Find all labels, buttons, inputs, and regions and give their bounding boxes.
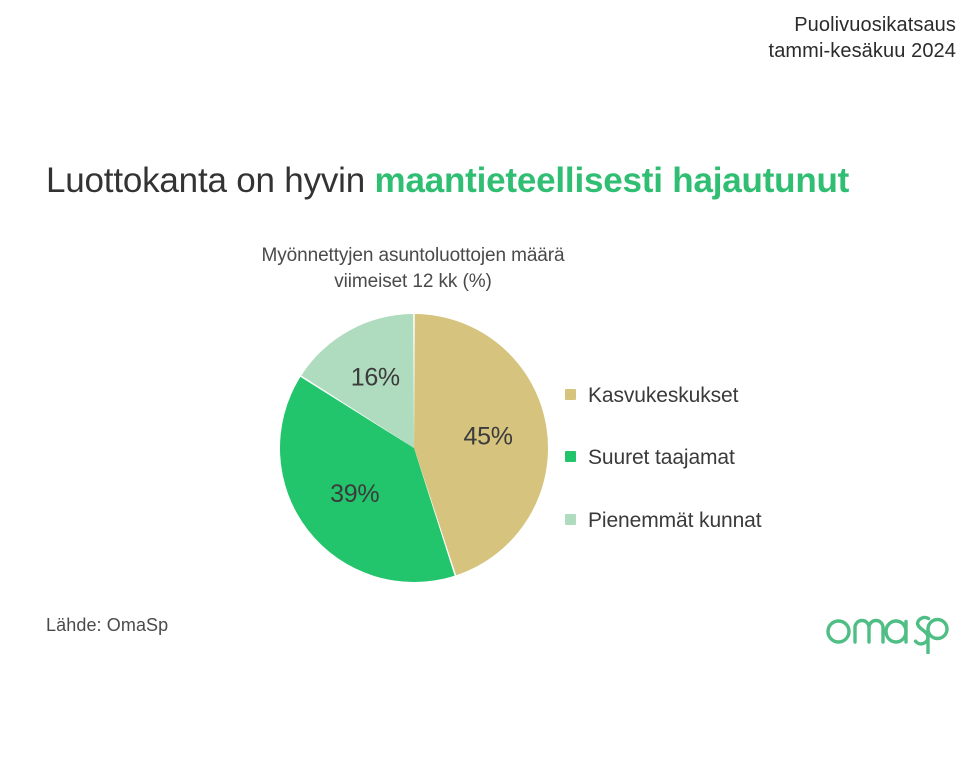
page-title: Luottokanta on hyvin maantieteellisesti … (46, 160, 849, 202)
chart-title-line-2: viimeiset 12 kk (%) (334, 270, 492, 292)
legend-swatch-icon-2 (565, 513, 576, 525)
source-note: Lähde: OmaSp (46, 615, 169, 635)
slide-header: Puolivuosikatsaus tammi-kesäkuu 2024 (769, 12, 956, 64)
pie-slice-2[interactable] (301, 314, 414, 448)
legend-item-suuret-taajamat[interactable]: Suuret taajamat (565, 444, 825, 472)
legend-label-0: Kasvukeskukset (588, 384, 739, 407)
pie-slices (279, 314, 549, 583)
legend-swatch-icon-0 (565, 389, 576, 400)
header-line-2: tammi-kesäkuu 2024 (768, 40, 956, 62)
chart-legend: Kasvukeskukset Suuret taajamat Pienemmät… (565, 382, 825, 535)
chart-container: Myönnettyjen asuntoluottojen määrä viime… (0, 235, 970, 595)
omasp-logo-icon (826, 615, 949, 654)
pie-slice-label-0: 45% (464, 422, 513, 450)
pie-data-labels: 45% 39% 16% (330, 364, 513, 509)
header-line-1: Puolivuosikatsaus (794, 14, 956, 36)
omasp-logo (824, 602, 952, 654)
legend-item-pienemmat-kunnat[interactable]: Pienemmät kunnat (565, 507, 825, 535)
chart-title-line-1: Myönnettyjen asuntoluottojen määrä (261, 245, 565, 266)
legend-item-kasvukeskukset[interactable]: Kasvukeskukset (565, 382, 825, 410)
legend-swatch-icon-1 (565, 451, 576, 463)
page-title-accent: maantieteellisesti hajautunut (374, 161, 850, 200)
pie-slice-label-2: 16% (351, 364, 400, 392)
legend-label-1: Suuret taajamat (588, 446, 735, 470)
page-title-plain: Luottokanta on hyvin (46, 161, 375, 200)
pie-slice-0[interactable] (414, 314, 549, 576)
pie-slice-1[interactable] (279, 376, 455, 583)
chart-title: Myönnettyjen asuntoluottojen määrä viime… (193, 243, 633, 294)
legend-label-2: Pienemmät kunnat (588, 508, 762, 532)
pie-chart: 45% 39% 16% (278, 312, 550, 584)
pie-chart-svg: 45% 39% 16% (279, 314, 549, 583)
pie-slice-label-1: 39% (330, 480, 379, 508)
